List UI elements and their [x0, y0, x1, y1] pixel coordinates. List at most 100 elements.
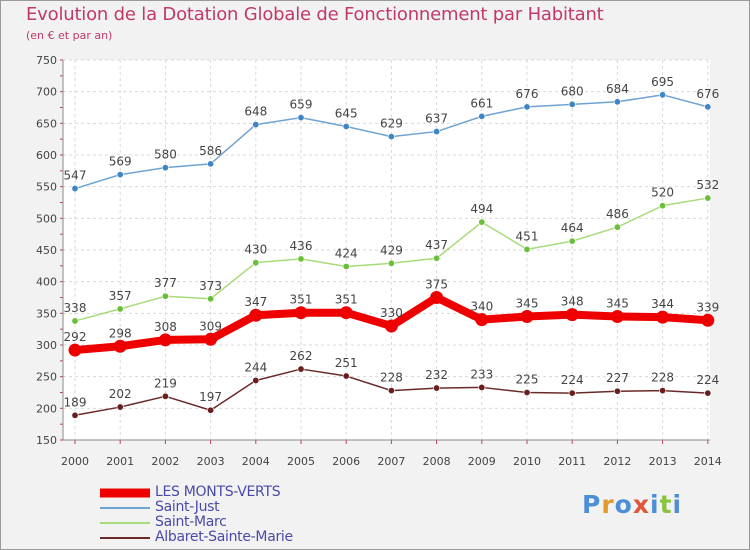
data-point [568, 389, 576, 397]
data-label: 547 [64, 169, 87, 183]
data-label: 676 [696, 87, 719, 101]
y-tick-label: 650 [36, 117, 57, 130]
logo-letter: o [614, 490, 633, 519]
legend-label: LES MONTS-VERTS [155, 484, 281, 500]
y-tick-label: 350 [36, 307, 57, 320]
data-label: 308 [154, 320, 177, 334]
chart-subtitle: (en € et par an) [26, 29, 113, 42]
data-label: 430 [244, 243, 267, 257]
data-label: 344 [651, 297, 674, 311]
data-label: 645 [335, 107, 358, 121]
data-point [613, 387, 621, 395]
data-point [249, 308, 263, 322]
x-tick-label: 2014 [694, 455, 722, 468]
data-point [207, 295, 215, 303]
data-point [384, 319, 398, 333]
data-point [610, 310, 624, 323]
data-point [704, 389, 712, 397]
data-point [252, 121, 260, 129]
data-label: 629 [380, 117, 403, 131]
logo-letter: r [601, 490, 615, 519]
data-label: 373 [199, 279, 222, 293]
data-point [204, 332, 218, 346]
data-point [297, 365, 305, 373]
x-tick-label: 2005 [287, 455, 315, 468]
data-point [568, 237, 576, 245]
data-label: 377 [154, 276, 177, 290]
data-point [478, 112, 486, 120]
x-tick-label: 2002 [151, 455, 179, 468]
data-label: 262 [290, 349, 313, 363]
logo-letter: t [659, 490, 673, 519]
data-label: 569 [109, 155, 132, 169]
data-label: 347 [244, 295, 267, 309]
data-point [701, 313, 715, 327]
data-label: 464 [561, 221, 584, 235]
data-point [207, 406, 215, 414]
data-label: 695 [651, 75, 674, 89]
data-point [523, 388, 531, 396]
logo-letter: x [632, 490, 650, 519]
data-point [475, 313, 489, 327]
data-label: 659 [290, 98, 313, 112]
y-tick-label: 300 [36, 339, 57, 352]
data-label: 375 [425, 278, 448, 292]
x-tick-label: 2008 [423, 455, 451, 468]
data-point [294, 306, 308, 320]
y-tick-label: 150 [36, 434, 57, 447]
legend-label: Saint-Marc [155, 514, 227, 530]
data-point [161, 164, 169, 172]
logo-letter: i [672, 490, 683, 519]
data-label: 637 [425, 112, 448, 126]
data-point [478, 383, 486, 391]
data-point [704, 194, 712, 202]
data-label: 661 [470, 96, 493, 110]
data-point [71, 411, 79, 419]
data-label: 298 [109, 326, 132, 340]
data-point [342, 123, 350, 131]
data-label: 345 [606, 297, 629, 311]
x-tick-label: 2010 [513, 455, 541, 468]
proxiti-logo: Proxiti [582, 490, 682, 519]
logo-letter: P [582, 490, 602, 519]
data-label: 520 [651, 186, 674, 200]
data-label: 680 [561, 84, 584, 98]
data-label: 351 [290, 293, 313, 307]
data-label: 224 [561, 373, 584, 387]
data-label: 437 [425, 238, 448, 252]
data-label: 340 [470, 300, 493, 314]
data-point [478, 218, 486, 226]
x-tick-label: 2001 [106, 455, 134, 468]
data-label: 189 [64, 395, 87, 409]
data-label: 424 [335, 246, 358, 260]
data-point [161, 292, 169, 300]
data-point [659, 91, 667, 99]
data-point [116, 305, 124, 313]
data-label: 232 [425, 368, 448, 382]
data-label: 348 [561, 295, 584, 309]
data-label: 227 [606, 371, 629, 385]
data-point [252, 376, 260, 384]
data-point [71, 317, 79, 325]
data-label: 330 [380, 306, 403, 320]
data-point [565, 308, 579, 322]
x-tick-label: 2009 [468, 455, 496, 468]
data-label: 345 [516, 297, 539, 311]
data-label: 219 [154, 376, 177, 390]
y-tick-label: 600 [36, 149, 57, 162]
data-point [523, 245, 531, 253]
data-point [433, 384, 441, 392]
data-label: 429 [380, 243, 403, 257]
data-label: 436 [290, 239, 313, 253]
data-point [613, 223, 621, 231]
data-point [430, 291, 444, 304]
data-label: 251 [335, 356, 358, 370]
x-tick-label: 2004 [242, 455, 270, 468]
data-point [520, 310, 534, 323]
data-label: 224 [696, 373, 719, 387]
data-label: 486 [606, 207, 629, 221]
y-tick-label: 700 [36, 86, 57, 99]
data-point [342, 262, 350, 270]
y-tick-label: 500 [36, 212, 57, 225]
data-point [113, 339, 127, 353]
